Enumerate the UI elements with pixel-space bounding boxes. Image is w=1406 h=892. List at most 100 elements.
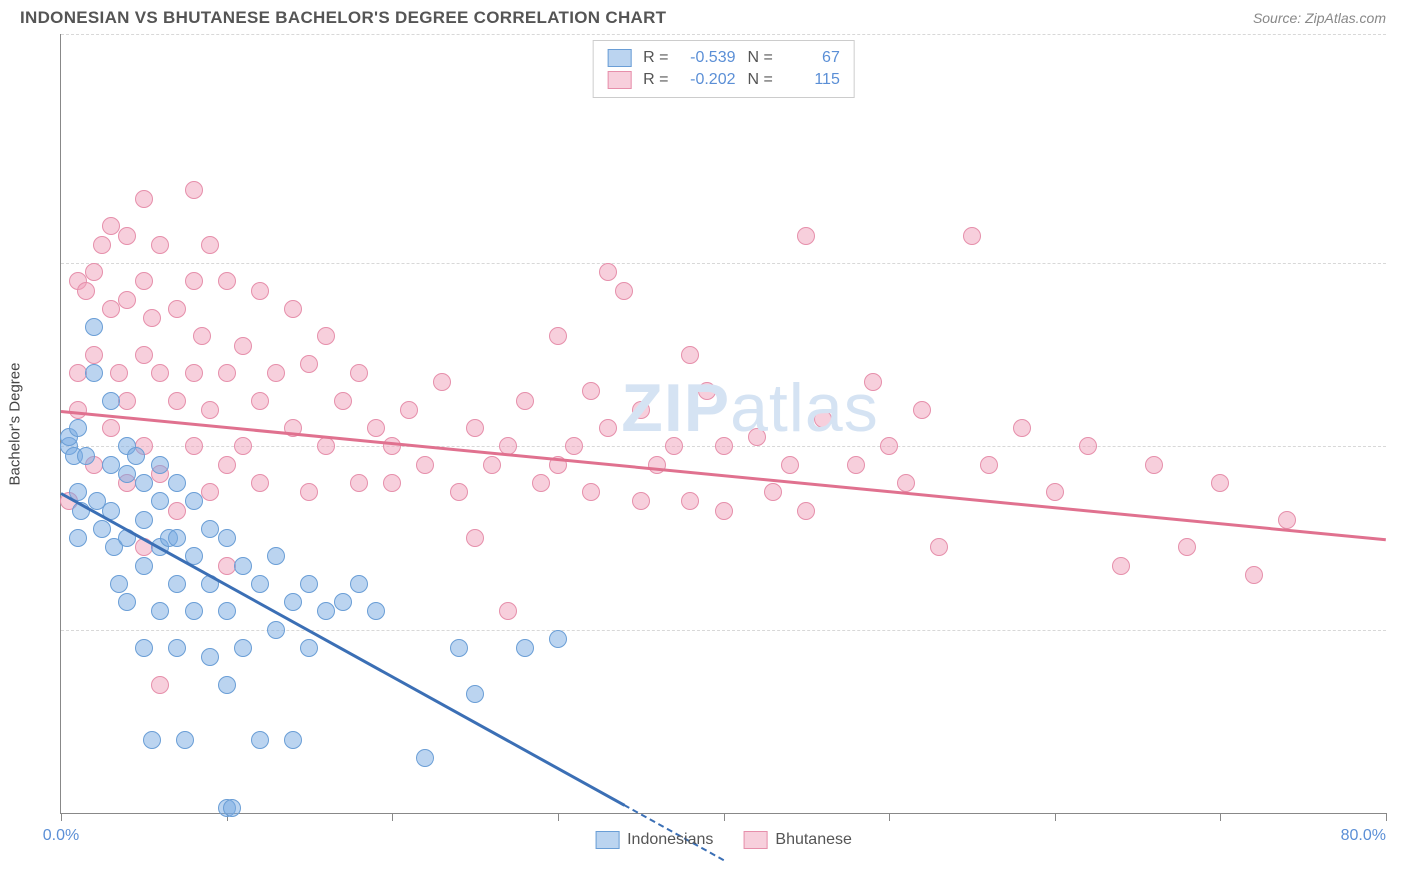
data-point [69,419,87,437]
data-point [632,492,650,510]
data-point [516,392,534,410]
legend-swatch [743,831,767,849]
stats-n-value: 67 [785,49,840,67]
data-point [218,456,236,474]
data-point [93,236,111,254]
data-point [1145,456,1163,474]
data-point [176,731,194,749]
data-point [218,272,236,290]
data-point [880,437,898,455]
data-point [218,557,236,575]
stats-n-value: 115 [785,71,840,89]
data-point [218,364,236,382]
x-tick [1220,813,1221,821]
data-point [77,282,95,300]
data-point [632,401,650,419]
source-value: ZipAtlas.com [1305,10,1386,26]
data-point [151,456,169,474]
data-point [1278,511,1296,529]
data-point [151,602,169,620]
stats-row: R = -0.202 N = 115 [607,69,840,91]
data-point [135,346,153,364]
chart-title: INDONESIAN VS BHUTANESE BACHELOR'S DEGRE… [20,8,666,28]
data-point [764,483,782,501]
x-tick [1386,813,1387,821]
header: INDONESIAN VS BHUTANESE BACHELOR'S DEGRE… [0,0,1406,34]
data-point [797,227,815,245]
data-point [698,382,716,400]
chart-container: Bachelor's Degree 20.0%40.0%60.0%80.0% Z… [60,34,1386,814]
data-point [135,474,153,492]
data-point [118,227,136,245]
data-point [201,483,219,501]
data-point [118,291,136,309]
stats-box: R =-0.539N =67R =-0.202N =115 [592,40,855,98]
data-point [185,272,203,290]
y-axis-label: Bachelor's Degree [7,362,24,485]
stats-row: R =-0.539N =67 [607,47,840,69]
data-point [185,364,203,382]
x-tick [61,813,62,821]
data-point [223,799,241,817]
y-tick-label: 40.0% [1396,437,1406,455]
data-point [913,401,931,419]
data-point [234,437,252,455]
data-point [127,447,145,465]
data-point [334,593,352,611]
data-point [980,456,998,474]
data-point [185,602,203,620]
data-point [135,639,153,657]
data-point [185,437,203,455]
data-point [77,447,95,465]
data-point [367,602,385,620]
data-point [665,437,683,455]
data-point [168,529,186,547]
data-point [300,355,318,373]
data-point [85,263,103,281]
source-attribution: Source: ZipAtlas.com [1253,10,1386,26]
data-point [814,410,832,428]
data-point [1079,437,1097,455]
data-point [85,346,103,364]
data-point [118,593,136,611]
data-point [135,272,153,290]
data-point [251,575,269,593]
data-point [400,401,418,419]
data-point [135,557,153,575]
data-point [864,373,882,391]
stats-n-label: N = [748,71,773,89]
data-point [317,602,335,620]
data-point [185,181,203,199]
stats-r-value: -0.202 [681,71,736,89]
data-point [1046,483,1064,501]
data-point [218,676,236,694]
data-point [151,236,169,254]
data-point [1211,474,1229,492]
stats-r-label: R = [643,71,668,89]
data-point [383,437,401,455]
data-point [185,492,203,510]
x-axis-min-label: 0.0% [43,827,79,845]
data-point [748,428,766,446]
data-point [69,529,87,547]
data-point [135,511,153,529]
y-tick-label: 80.0% [1396,71,1406,89]
data-point [151,364,169,382]
data-point [267,547,285,565]
stats-r-label: R = [643,49,668,67]
data-point [110,364,128,382]
data-point [466,529,484,547]
data-point [102,392,120,410]
data-point [483,456,501,474]
data-point [1112,557,1130,575]
data-point [450,483,468,501]
data-point [499,602,517,620]
data-point [151,676,169,694]
y-tick-label: 60.0% [1396,254,1406,272]
gridline [61,630,1386,631]
data-point [715,437,733,455]
x-tick [392,813,393,821]
data-point [466,419,484,437]
data-point [251,731,269,749]
data-point [284,300,302,318]
